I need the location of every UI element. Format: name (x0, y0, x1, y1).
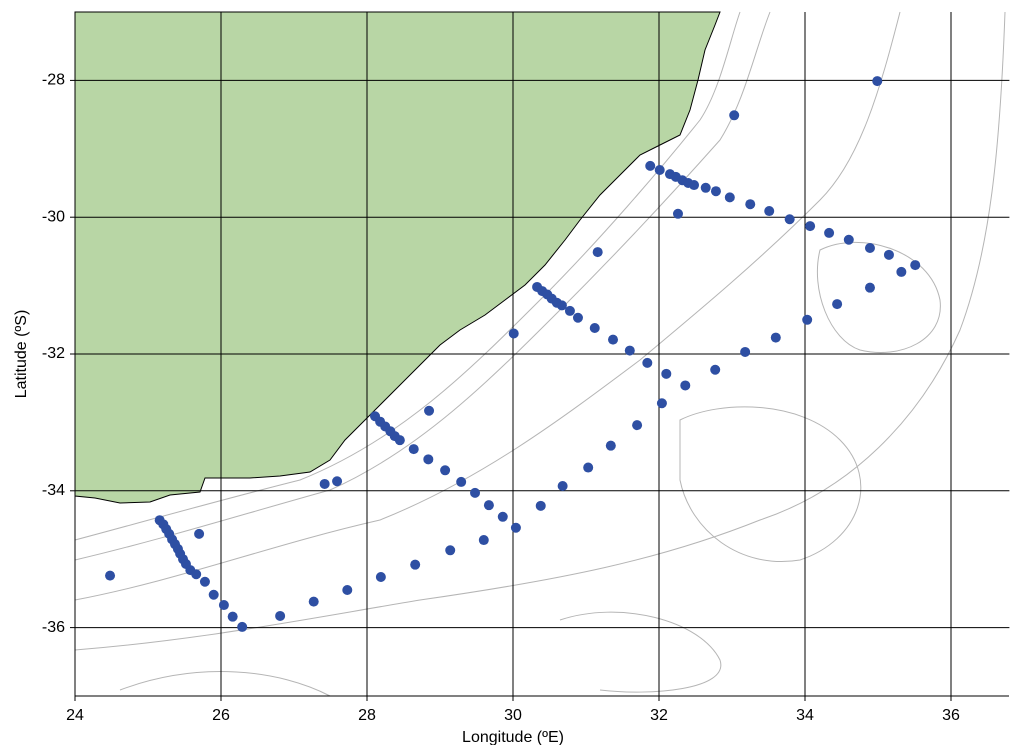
station (661, 368, 672, 379)
station (410, 559, 421, 570)
station (394, 435, 405, 446)
x-tick-label: 26 (212, 707, 230, 724)
station (740, 346, 751, 357)
station (770, 332, 781, 343)
station (445, 545, 456, 556)
station (896, 266, 907, 277)
station (729, 110, 740, 121)
station (624, 345, 635, 356)
station (656, 398, 667, 409)
station (342, 584, 353, 595)
station (872, 76, 883, 87)
station (864, 282, 875, 293)
land (74, 11, 721, 504)
station (605, 440, 616, 451)
station (802, 314, 813, 325)
station (191, 569, 202, 580)
station (710, 186, 721, 197)
station (710, 364, 721, 375)
station (308, 596, 319, 607)
station (456, 476, 467, 487)
station (408, 444, 419, 455)
station (680, 380, 691, 391)
y-tick-label: -32 (42, 345, 65, 362)
station (557, 481, 568, 492)
x-tick-label: 30 (504, 707, 522, 724)
station (843, 234, 854, 245)
station (642, 357, 653, 368)
station (237, 621, 248, 632)
station (105, 570, 116, 581)
station (592, 247, 603, 258)
station (910, 260, 921, 271)
station (700, 182, 711, 193)
station (470, 487, 481, 498)
station (199, 576, 210, 587)
station (483, 500, 494, 511)
station (478, 535, 489, 546)
station (583, 462, 594, 473)
station (572, 312, 583, 323)
station (218, 600, 229, 611)
x-axis-label: Longitude (ºE) (462, 729, 564, 745)
station (805, 221, 816, 232)
station (645, 160, 656, 171)
station (672, 208, 683, 219)
station (589, 323, 600, 334)
station (375, 571, 386, 582)
station (564, 305, 575, 316)
station (194, 528, 205, 539)
station (764, 206, 775, 217)
x-tick-label: 32 (650, 707, 668, 724)
station (208, 589, 219, 600)
station (608, 334, 619, 345)
x-tick-label: 24 (66, 707, 84, 724)
y-tick-label: -34 (42, 482, 65, 499)
station (654, 165, 665, 176)
station (745, 199, 756, 210)
station (724, 192, 735, 203)
x-tick-label: 28 (358, 707, 376, 724)
y-tick-label: -30 (42, 208, 65, 225)
bathymetry (74, 11, 1006, 697)
station (883, 249, 894, 260)
station (689, 180, 700, 191)
y-tick-label: -28 (42, 72, 65, 89)
x-tick-label: 34 (796, 707, 814, 724)
y-tick-label: -36 (42, 619, 65, 636)
station (423, 454, 434, 465)
station (556, 300, 567, 311)
station (227, 611, 238, 622)
y-axis-label: Latitude (ºS) (13, 310, 30, 399)
station (497, 511, 508, 522)
station (832, 299, 843, 310)
station (784, 214, 795, 225)
station (510, 522, 521, 533)
station (864, 242, 875, 253)
station (508, 328, 519, 339)
station (275, 610, 286, 621)
station (632, 420, 643, 431)
station (424, 405, 435, 416)
station (440, 465, 451, 476)
station (332, 476, 343, 487)
station (319, 478, 330, 489)
station (535, 500, 546, 511)
x-tick-label: 36 (942, 707, 960, 724)
station (824, 227, 835, 238)
